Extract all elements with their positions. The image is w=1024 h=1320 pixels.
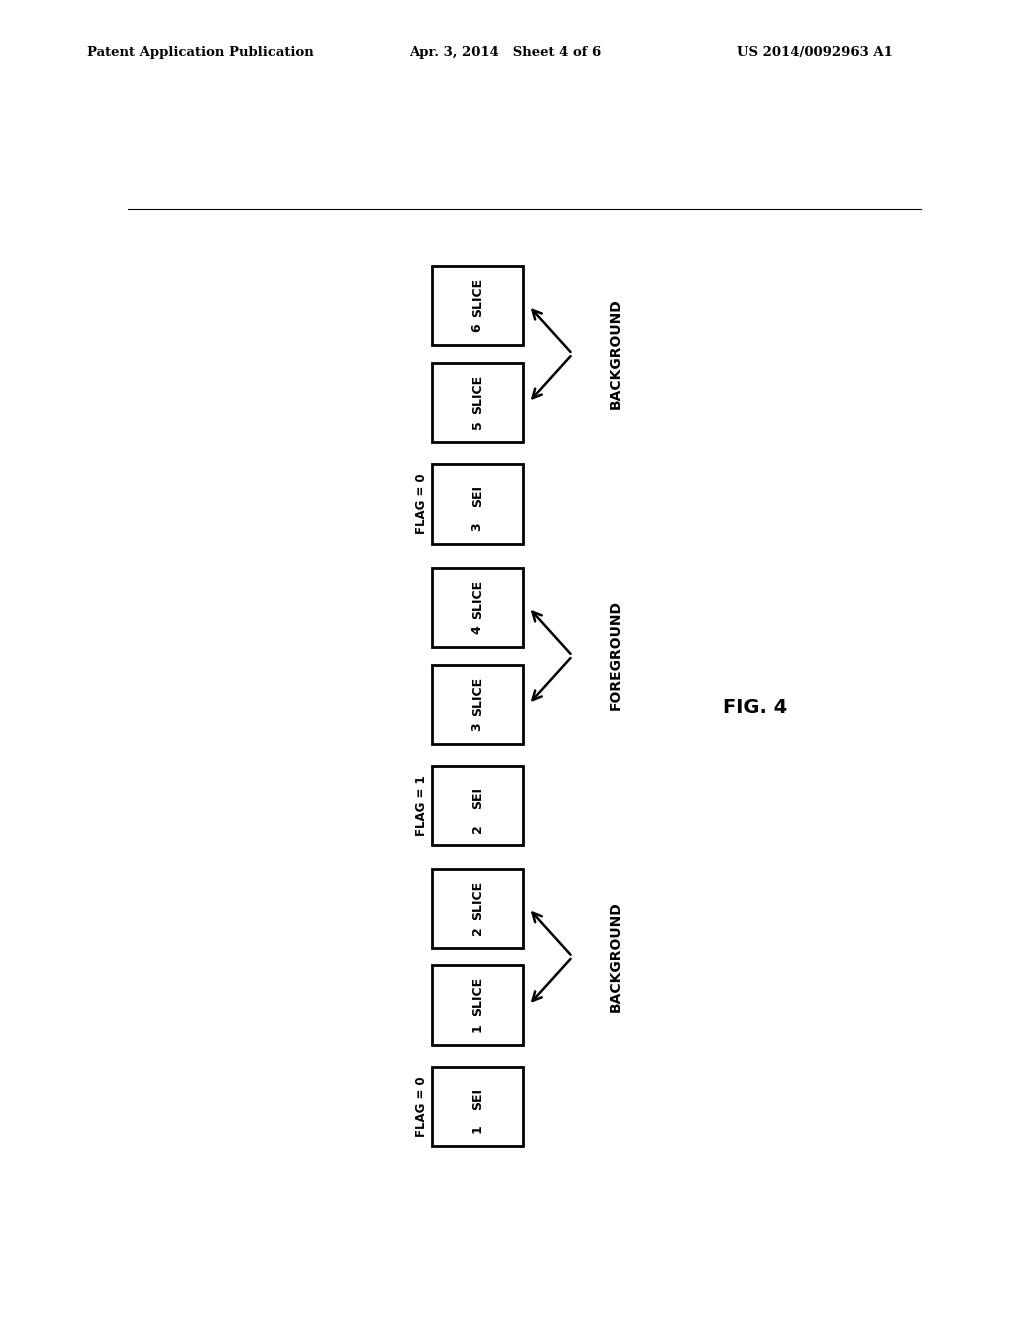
Text: SLICE: SLICE: [471, 579, 483, 619]
Bar: [431, 465, 523, 544]
Bar: [431, 664, 523, 744]
Text: SLICE: SLICE: [471, 977, 483, 1016]
Bar: [431, 363, 523, 442]
Text: SLICE: SLICE: [471, 677, 483, 715]
Text: FOREGROUND: FOREGROUND: [609, 601, 623, 710]
Text: 6: 6: [471, 323, 483, 333]
Bar: [431, 766, 523, 846]
Text: 3: 3: [471, 722, 483, 731]
Bar: [431, 1067, 523, 1146]
Text: Apr. 3, 2014   Sheet 4 of 6: Apr. 3, 2014 Sheet 4 of 6: [410, 46, 602, 59]
Text: BACKGROUND: BACKGROUND: [609, 900, 623, 1011]
Text: FLAG = 0: FLAG = 0: [415, 1076, 428, 1137]
Text: 2: 2: [471, 927, 483, 936]
Text: 5: 5: [471, 420, 483, 429]
Bar: [431, 267, 523, 346]
Text: SEI: SEI: [471, 484, 483, 507]
Text: BACKGROUND: BACKGROUND: [609, 298, 623, 409]
Text: US 2014/0092963 A1: US 2014/0092963 A1: [737, 46, 893, 59]
Text: SEI: SEI: [471, 787, 483, 809]
Bar: [431, 869, 523, 948]
Text: 3: 3: [471, 521, 483, 531]
Text: FIG. 4: FIG. 4: [723, 698, 787, 717]
Text: Patent Application Publication: Patent Application Publication: [87, 46, 313, 59]
Bar: [431, 965, 523, 1044]
Text: SEI: SEI: [471, 1088, 483, 1110]
Text: FLAG = 0: FLAG = 0: [415, 474, 428, 535]
Text: SLICE: SLICE: [471, 279, 483, 317]
Text: 1: 1: [471, 1023, 483, 1032]
Text: SLICE: SLICE: [471, 880, 483, 920]
Bar: [431, 568, 523, 647]
Text: 1: 1: [471, 1125, 483, 1134]
Text: 2: 2: [471, 824, 483, 833]
Text: SLICE: SLICE: [471, 375, 483, 413]
Text: FLAG = 1: FLAG = 1: [415, 776, 428, 836]
Text: 4: 4: [471, 626, 483, 635]
